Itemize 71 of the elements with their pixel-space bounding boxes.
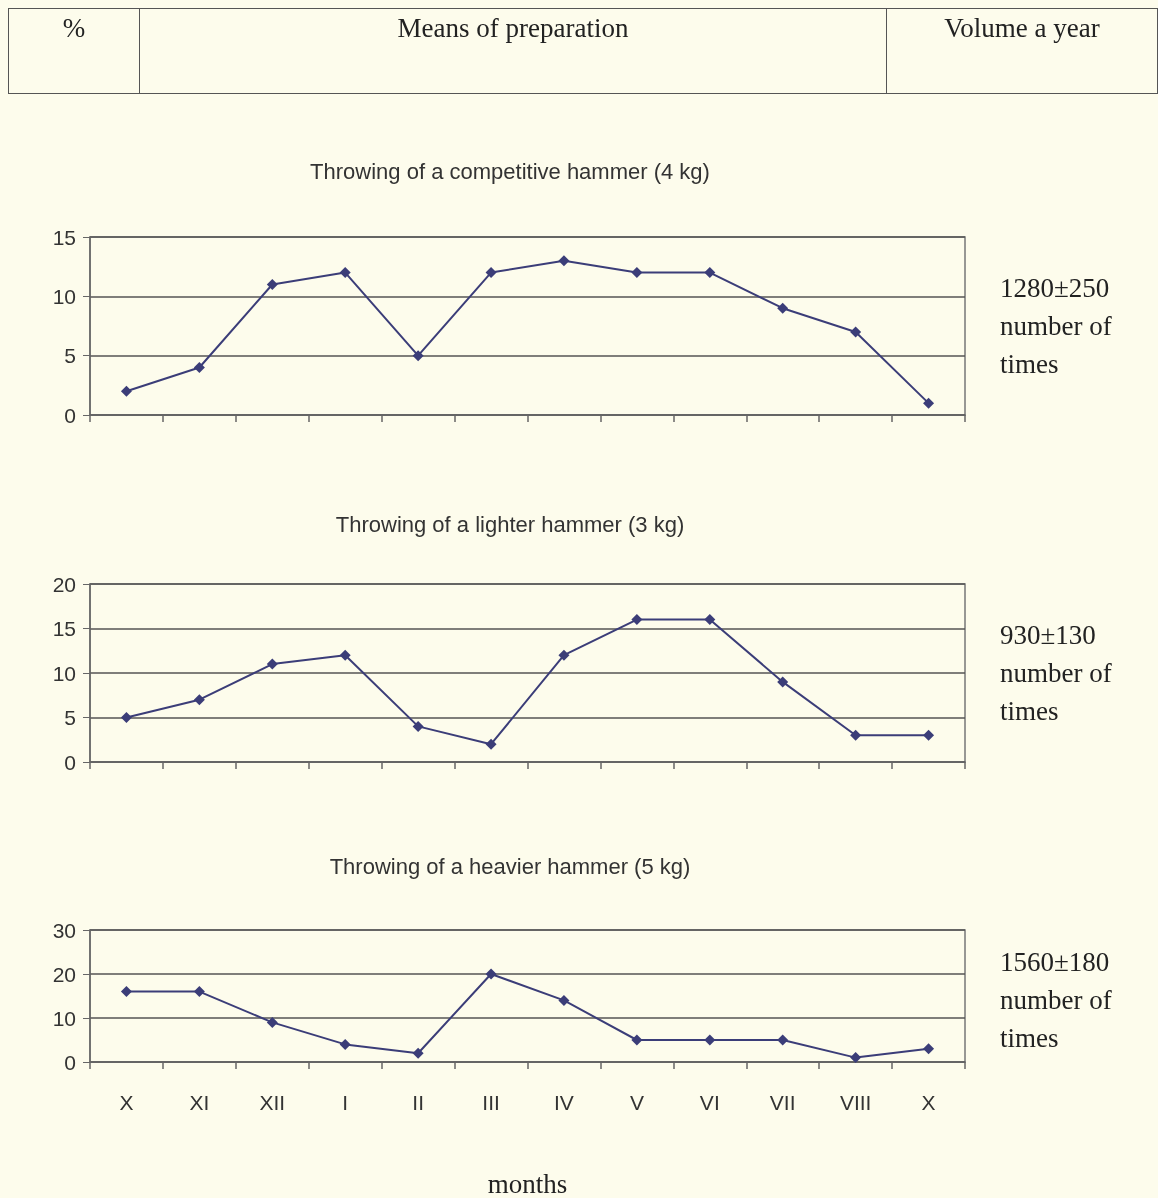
x-tick-label: II: [412, 1091, 424, 1114]
point: [266, 658, 278, 670]
point: [631, 614, 643, 626]
point: [485, 968, 497, 980]
point: [923, 729, 935, 741]
chart-title: Throwing of a competitive hammer (4 kg): [310, 158, 710, 184]
point: [923, 1043, 935, 1055]
point: [704, 1034, 716, 1046]
y-tick-label: 10: [52, 661, 76, 685]
y-tick-label: 10: [52, 1006, 76, 1030]
point: [193, 362, 205, 374]
point: [120, 385, 132, 397]
y-tick-label: 5: [64, 344, 76, 368]
chart-title: Throwing of a lighter hammer (3 kg): [335, 511, 685, 537]
point: [777, 1034, 789, 1046]
point: [339, 649, 351, 661]
point: [412, 1047, 424, 1059]
point: [412, 350, 424, 362]
y-tick-label: 15: [52, 225, 76, 249]
x-tick-label: VII: [769, 1091, 796, 1114]
y-tick-label: 15: [52, 617, 76, 640]
x-tick-label: VIII: [839, 1091, 872, 1114]
point: [777, 676, 789, 688]
point: [923, 397, 935, 409]
y-tick-label: 5: [64, 706, 76, 729]
point: [266, 278, 278, 290]
x-tick-label: VI: [699, 1091, 720, 1114]
point: [631, 267, 643, 279]
point: [193, 694, 205, 706]
x-axis-title: months: [487, 1168, 568, 1198]
text: Volume a year: [886, 8, 1158, 94]
point: [193, 986, 205, 998]
point: [850, 326, 862, 338]
point: [339, 267, 351, 279]
x-tick-label: XI: [189, 1091, 210, 1114]
x-tick-label: IV: [554, 1091, 574, 1114]
y-tick-label: 0: [64, 403, 76, 427]
point: [850, 1052, 862, 1064]
x-tick-label: III: [482, 1091, 500, 1114]
point: [266, 1016, 278, 1028]
point: [850, 729, 862, 741]
x-tick-label: X: [921, 1091, 936, 1114]
text: Means of preparation: [139, 8, 887, 94]
y-tick-label: 20: [52, 572, 76, 596]
point: [412, 720, 424, 732]
y-tick-label: 30: [52, 918, 76, 942]
y-tick-label: 0: [64, 750, 76, 774]
x-tick-label: I: [342, 1091, 349, 1114]
x-tick-label: XII: [259, 1091, 286, 1114]
point: [120, 986, 132, 998]
point: [558, 649, 570, 661]
point: [339, 1038, 351, 1050]
text: %: [8, 8, 140, 94]
point: [704, 267, 716, 279]
y-tick-label: 0: [64, 1050, 76, 1074]
text: 930±130 number of times: [1000, 619, 1113, 728]
y-tick-label: 10: [52, 284, 76, 308]
x-tick-label: V: [629, 1091, 644, 1114]
chart-title: Throwing of a heavier hammer (5 kg): [329, 853, 691, 879]
x-tick-label: X: [119, 1091, 134, 1114]
point: [558, 255, 570, 267]
point: [777, 302, 789, 314]
point: [485, 738, 497, 750]
point: [120, 712, 132, 723]
point: [558, 994, 570, 1006]
text: 1560±180 number of times: [1000, 946, 1113, 1055]
text: 1280±250 number of times: [1000, 272, 1113, 381]
point: [631, 1034, 643, 1046]
y-tick-label: 20: [52, 962, 76, 986]
point: [704, 614, 716, 626]
point: [485, 267, 497, 279]
